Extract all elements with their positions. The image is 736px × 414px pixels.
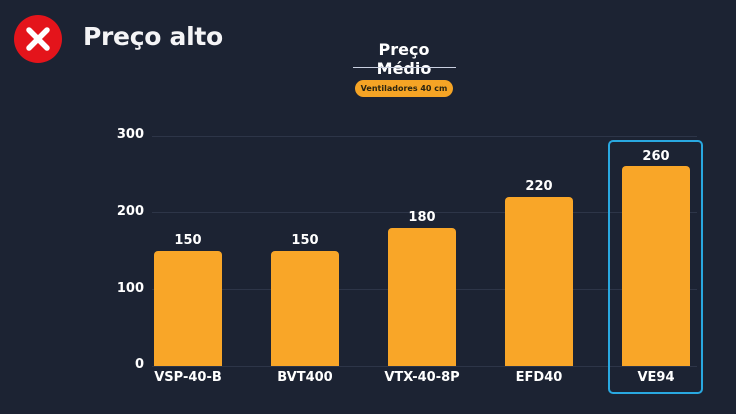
bar-efd40: [505, 197, 573, 366]
verdict-label: Preço alto: [83, 22, 223, 51]
bar-bvt400: [271, 251, 339, 366]
x-label: VSP-40-B: [154, 370, 222, 385]
chart-title: Preço Médio: [376, 40, 432, 78]
gridline-0: [152, 366, 697, 367]
y-tick: 300: [116, 127, 144, 142]
bar-vsp-40-b: [154, 251, 222, 366]
category-pill: Ventiladores 40 cm: [355, 80, 453, 97]
y-tick: 200: [116, 204, 144, 219]
bar-value: 180: [408, 210, 436, 225]
bar-value: 220: [525, 179, 553, 194]
bar-vtx-40-8p: [388, 228, 456, 366]
x-label: BVT400: [277, 370, 333, 385]
x-label: EFD40: [515, 370, 563, 385]
highlight-box: [608, 140, 703, 394]
bar-value: 260: [642, 149, 670, 164]
title-underline: [353, 67, 456, 68]
x-label: VTX-40-8P: [384, 370, 460, 385]
bar-value: 150: [174, 233, 202, 248]
y-tick: 100: [116, 281, 144, 296]
bar-value: 150: [291, 233, 319, 248]
bar-ve94: [622, 166, 690, 366]
x-circle-icon: [14, 15, 62, 63]
gridline-300: [152, 136, 697, 137]
gridline-200: [152, 212, 697, 213]
y-tick: 0: [134, 357, 144, 372]
x-label: VE94: [637, 370, 675, 385]
